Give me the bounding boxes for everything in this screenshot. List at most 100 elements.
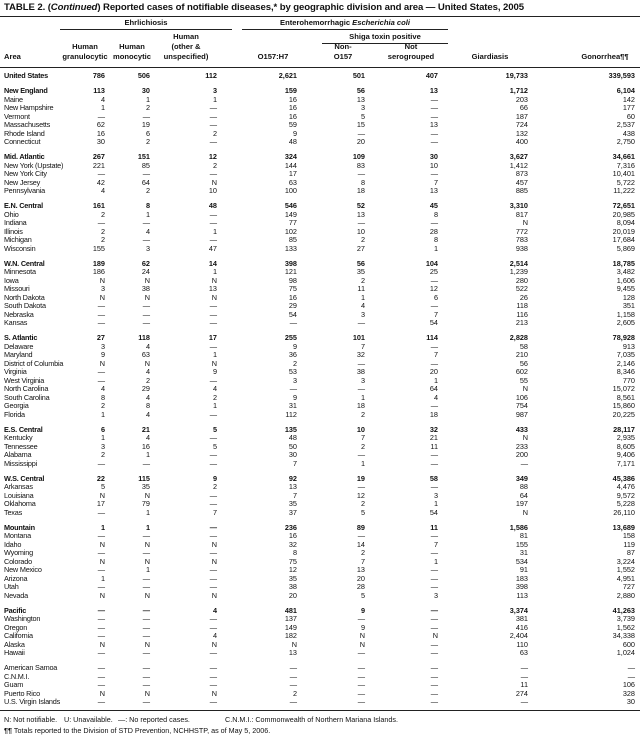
table-row-division: S. Atlantic 27 118 17 255 101 114 2,828 78,928	[0, 333, 636, 343]
value-cell: —	[209, 120, 217, 129]
area-cell: Puerto Rico	[4, 688, 40, 698]
value-cell: 770	[622, 375, 635, 385]
shiga-rule	[322, 43, 448, 44]
col-header-line: O157	[333, 52, 353, 61]
value-cell: 381	[515, 614, 528, 623]
value-cell: 233	[515, 441, 528, 451]
value-cell: 30	[429, 152, 438, 161]
col-header-line: Human	[72, 42, 98, 51]
value-cell: 16	[96, 128, 105, 138]
value-cell: 1	[360, 458, 365, 468]
area-cell: U.S. Virgin Islands	[4, 697, 61, 706]
value-cell: 7	[360, 341, 365, 351]
table-row: West Virginia — 2 — 3 3 1 55 770	[0, 375, 636, 386]
ehec-prefix: Enterohemorrhagic	[280, 18, 353, 27]
col-header-line: Human	[119, 42, 145, 51]
value-cell: 79	[141, 499, 150, 508]
area-cell: Nevada	[4, 590, 28, 600]
value-cell: —	[430, 531, 438, 540]
table-row: Massachusetts 62 19 — 59 15 13 724 2,537	[0, 120, 636, 130]
value-cell: 78,928	[612, 333, 635, 342]
value-cell: —	[142, 548, 150, 557]
value-cell: —	[357, 450, 365, 459]
value-cell: 30	[626, 697, 635, 706]
value-cell: —	[357, 671, 365, 681]
value-cell: —	[430, 169, 438, 178]
value-cell: 20	[356, 573, 365, 583]
value-cell: 4	[212, 605, 217, 615]
table-row: Illinois 2 4 1 102 10 28 772 20,019	[0, 226, 636, 237]
value-cell: 9,455	[616, 284, 635, 293]
value-cell: 2	[212, 482, 217, 491]
value-cell: 18	[356, 186, 365, 195]
value-cell: 52	[356, 201, 365, 210]
value-cell: 149	[284, 622, 297, 632]
value-cell: —	[430, 111, 438, 121]
value-cell: 2	[100, 226, 105, 236]
value-cell: —	[209, 209, 217, 219]
value-cell: 56	[356, 86, 365, 95]
area-cell: Washington	[4, 614, 41, 623]
value-cell: 267	[92, 152, 105, 161]
value-cell: —	[209, 375, 217, 385]
value-cell: 13	[208, 284, 217, 293]
value-cell: 58	[519, 341, 528, 351]
value-cell: 45	[429, 201, 438, 210]
value-cell: N	[522, 218, 528, 227]
value-cell: 2	[145, 186, 150, 195]
table-row: Tennessee 3 16 5 50 2 11 233 8,605	[0, 441, 636, 452]
value-cell: —	[97, 631, 105, 640]
area-cell: Arizona	[4, 573, 28, 583]
value-cell: 106	[622, 680, 635, 689]
value-cell: 3,739	[616, 614, 635, 623]
value-cell: 18,785	[612, 258, 635, 268]
value-cell: 34,338	[612, 631, 635, 640]
value-cell: 2	[292, 688, 297, 698]
footnote: ¶¶ Totals reported to the Division of ST…	[4, 726, 270, 735]
value-cell: 7	[292, 458, 297, 468]
value-cell: N	[144, 490, 150, 500]
value-cell: 3	[212, 86, 217, 95]
area-cell: Rhode Island	[4, 128, 45, 138]
table-row: New York City — — — 17 — — 873 10,401	[0, 169, 636, 179]
value-cell: 121	[284, 267, 297, 276]
table-row: Arkansas 5 35 2 13 — — 88 4,476	[0, 482, 636, 492]
table-row-division: E.S. Central 6 21 5 135 10 32 433 28,117	[0, 425, 636, 435]
value-cell: 2	[145, 375, 150, 385]
col-header-line: Non-	[334, 42, 352, 51]
value-cell: —	[97, 697, 105, 706]
value-cell: 16	[288, 103, 297, 112]
value-cell: 15,860	[612, 401, 635, 410]
value-cell: 11	[430, 522, 438, 532]
value-cell: —	[357, 482, 365, 491]
value-cell: 197	[515, 499, 528, 508]
value-cell: 786	[92, 71, 105, 80]
value-cell: —	[97, 622, 105, 632]
value-cell: 13	[356, 565, 365, 574]
area-cell: C.N.M.I.	[4, 671, 30, 681]
value-cell: —	[209, 671, 217, 681]
value-cell: —	[97, 169, 105, 178]
value-cell: 34,661	[612, 152, 635, 161]
value-cell: 53	[288, 367, 297, 376]
table-row: Rhode Island 16 6 2 9 — — 132 438	[0, 128, 636, 139]
value-cell: N	[522, 384, 528, 393]
value-cell: N	[211, 358, 217, 368]
value-cell: —	[142, 680, 150, 689]
value-cell: 1	[212, 94, 217, 104]
value-cell: 60	[626, 111, 635, 121]
value-cell: 2	[145, 103, 150, 112]
value-cell: 114	[426, 333, 438, 342]
ehec-rule	[242, 29, 448, 30]
value-cell: 8,561	[616, 392, 635, 402]
value-cell: 182	[284, 631, 297, 640]
value-cell: N	[144, 639, 150, 649]
value-cell: 81	[519, 531, 528, 540]
value-cell: —	[142, 301, 150, 310]
value-cell: 546	[284, 201, 297, 210]
value-cell: 1	[433, 375, 438, 385]
area-cell: Idaho	[4, 539, 22, 549]
value-cell: 32	[288, 539, 297, 549]
value-cell: 724	[515, 120, 528, 129]
table-row: Hawaii — — — 13 — — 63 1,024	[0, 648, 636, 658]
